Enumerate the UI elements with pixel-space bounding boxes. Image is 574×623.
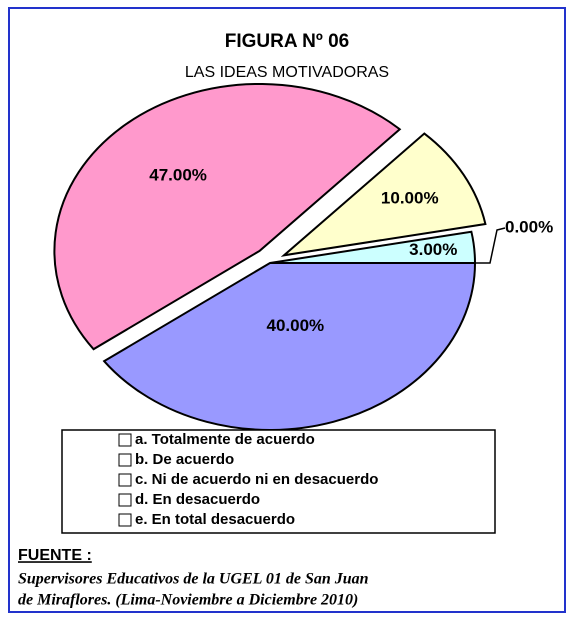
pie: 40.00% 47.00% 10.00% 3.00% 0.00%: [53, 82, 553, 431]
data-label: 3.00%: [409, 240, 457, 259]
source-label: FUENTE :: [18, 547, 92, 564]
legend-marker: [118, 453, 132, 467]
chart-title: FIGURA Nº 06: [225, 31, 349, 52]
pie-slice: [53, 82, 402, 351]
legend-label: b. De acuerdo: [135, 451, 234, 468]
data-label: 47.00%: [149, 165, 207, 184]
legend-label: a. Totalmente de acuerdo: [135, 431, 315, 448]
legend-items: a. Totalmente de acuerdo b. De acuerdo c. …: [118, 431, 378, 528]
legend: [61, 429, 496, 534]
legend-label: e. En total desacuerdo: [135, 511, 295, 528]
data-label: 10.00%: [381, 188, 439, 207]
legend-marker: [118, 433, 132, 447]
legend-marker: [118, 473, 132, 487]
chart-subtitle: LAS IDEAS MOTIVADORAS: [185, 64, 389, 81]
leader-line: [475, 227, 506, 264]
legend-marker: [118, 493, 132, 507]
source-line: de Miraflores. (Lima-Noviembre a Diciemb…: [18, 592, 358, 609]
source-line: Supervisores Educativos de la UGEL 01 de…: [18, 571, 369, 588]
data-label: 0.00%: [505, 217, 553, 236]
pie-slice: [102, 262, 477, 431]
legend-marker: [118, 513, 132, 527]
legend-label: d. En desacuerdo: [135, 491, 260, 508]
data-label: 40.00%: [267, 316, 325, 335]
legend-label: c. Ni de acuerdo ni en desacuerdo: [135, 471, 378, 488]
pie-slice: [280, 132, 487, 257]
